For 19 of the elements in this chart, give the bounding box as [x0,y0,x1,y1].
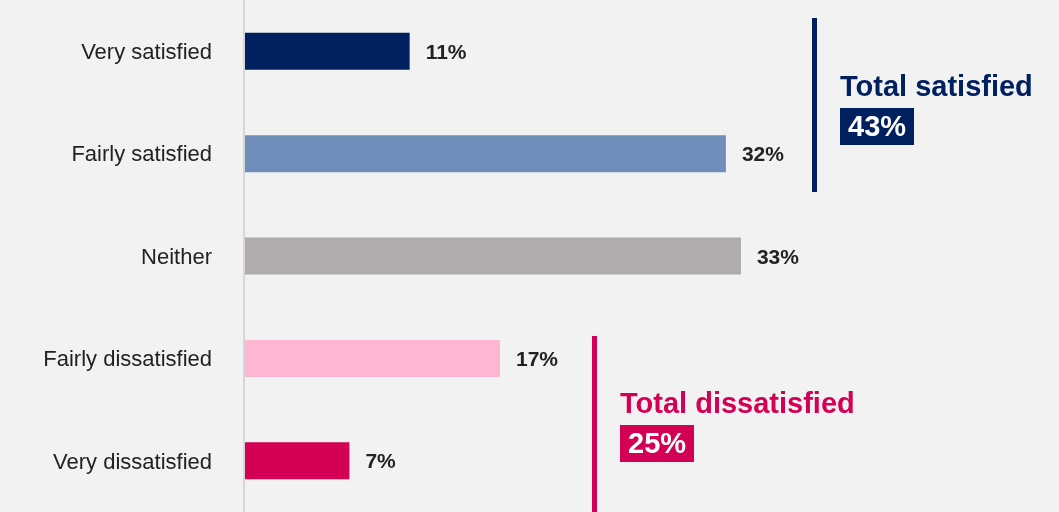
bar [244,339,501,377]
y-tick-label: Fairly dissatisfied [43,346,212,372]
y-tick-label: Fairly satisfied [71,141,212,167]
bar [244,32,410,70]
data-label: 11% [425,39,467,63]
annotation: Total dissatisfied [620,387,855,420]
bar [244,135,726,173]
text: Total satisfied [840,70,1033,103]
y-tick-label: Neither [141,243,212,269]
data-label: 32% [741,142,785,166]
bar [244,237,741,275]
bar [244,442,350,480]
data-label: 17% [516,346,559,370]
text: 43% [840,108,915,145]
data-label: 33% [756,244,800,268]
y-tick-label: Very satisfied [81,39,212,65]
data-label: 7% [365,449,397,473]
annotation: 25% [620,425,695,462]
y-tick-label: Very dissatisfied [53,448,212,474]
